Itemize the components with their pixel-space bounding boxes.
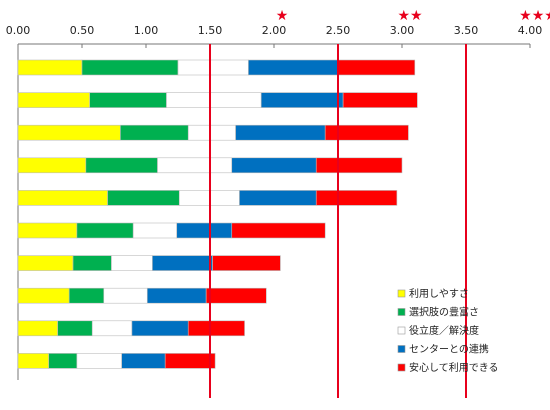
legend-label: センターとの連携 xyxy=(409,343,489,356)
bar-segment xyxy=(177,59,249,76)
bar-segment xyxy=(260,92,344,108)
x-tick-label: 4.00 xyxy=(518,24,543,37)
star-rating-label: ★★★ xyxy=(519,8,550,24)
bar-segment xyxy=(111,255,153,271)
bar-segment xyxy=(76,222,134,239)
legend-swatch xyxy=(397,363,406,372)
bar-segment xyxy=(187,320,245,337)
bar-segment xyxy=(17,255,74,271)
star-rating-label: ★★ xyxy=(397,8,422,24)
x-tick-label: 1.50 xyxy=(198,24,223,37)
bar-segment xyxy=(131,320,189,337)
bar-segment xyxy=(337,59,416,76)
bar-segment xyxy=(17,353,50,369)
x-tick-label: 2.00 xyxy=(262,24,287,37)
legend-swatch xyxy=(397,326,406,335)
bar-segment xyxy=(146,287,207,304)
bar-segment xyxy=(57,320,93,337)
bar-segment xyxy=(68,287,105,304)
bar-segment xyxy=(107,190,180,206)
bar-segment xyxy=(205,287,267,304)
bar-segment xyxy=(324,124,409,141)
star-rating-label: ★ xyxy=(276,8,289,24)
bar-segment xyxy=(85,157,158,174)
x-tick-label: 2.50 xyxy=(326,24,351,37)
legend-label: 役立度／解決度 xyxy=(409,324,479,337)
bar-segment xyxy=(164,353,216,369)
bar-segment xyxy=(315,157,403,174)
bar-segment xyxy=(81,59,179,76)
bar-segment xyxy=(212,255,281,271)
bar-segment xyxy=(89,92,167,108)
bar-segment xyxy=(72,255,112,271)
x-tick-label: 1.00 xyxy=(134,24,159,37)
legend-swatch xyxy=(397,345,406,353)
bar-segment xyxy=(17,59,83,76)
bar-segment xyxy=(248,59,339,76)
bar-segment xyxy=(342,92,418,108)
legend-swatch xyxy=(397,308,406,316)
bar-segment xyxy=(17,222,78,239)
legend-swatch xyxy=(397,289,406,298)
x-tick-label: 3.50 xyxy=(454,24,479,37)
bar-segment xyxy=(231,222,326,239)
bar-segment xyxy=(76,353,122,369)
bar-segment xyxy=(152,255,213,271)
bar-segment xyxy=(132,222,178,239)
bar-segment xyxy=(120,124,189,141)
bar-segment xyxy=(176,222,233,239)
bar-segment xyxy=(121,353,166,369)
x-tick-label: 0.00 xyxy=(6,24,31,37)
bar-segment xyxy=(17,320,58,337)
x-tick-label: 3.00 xyxy=(390,24,415,37)
bar-segment xyxy=(187,124,236,141)
legend-label: 利用しやすさ xyxy=(409,288,469,300)
bar-segment xyxy=(239,190,317,206)
legend-label: 選択肢の豊富さ xyxy=(409,306,479,319)
bar-segment xyxy=(235,124,326,141)
bar-segment xyxy=(315,190,398,206)
bar-segment xyxy=(17,190,108,206)
bar-segment xyxy=(231,157,317,174)
bar-segment xyxy=(17,157,87,174)
bar-segment xyxy=(17,287,70,304)
bar-segment xyxy=(103,287,148,304)
x-tick-label: 0.50 xyxy=(70,24,95,37)
legend-label: 安心して利用できる xyxy=(409,361,499,374)
bar-segment xyxy=(17,124,121,141)
bar-segment xyxy=(17,92,90,108)
bar-segment xyxy=(48,353,78,369)
bar-segment xyxy=(166,92,262,108)
bar-segment xyxy=(157,157,233,174)
bar-segment xyxy=(91,320,133,337)
